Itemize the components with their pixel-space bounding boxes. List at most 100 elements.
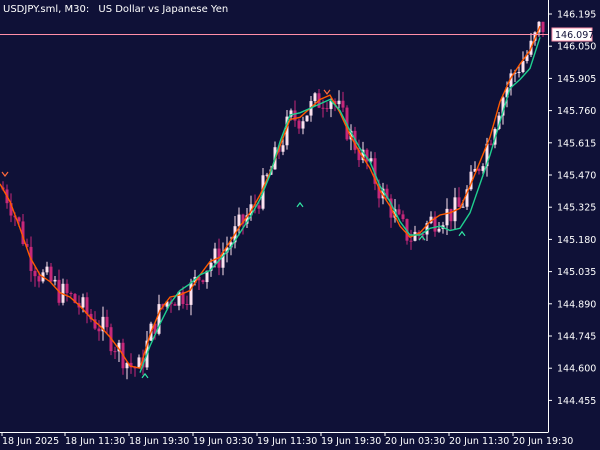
price-tick-label: 145.905	[557, 74, 596, 85]
time-tick-label: 18 Jun 2025	[2, 436, 59, 447]
candle-body	[93, 319, 97, 329]
candle-body	[497, 115, 501, 129]
candle-body	[113, 351, 117, 353]
symbol-title: USDJPY.sml, M30:	[3, 4, 89, 15]
candle-body	[397, 209, 401, 215]
time-tick-label: 18 Jun 19:30	[129, 436, 189, 447]
candle-body	[453, 197, 457, 222]
candle-body	[377, 183, 381, 199]
price-tick-label: 145.760	[557, 106, 596, 117]
candle-body	[433, 216, 437, 232]
candle-body	[429, 216, 433, 224]
signal-low-marker	[296, 201, 304, 208]
candle-body	[73, 293, 77, 303]
current-price-tag-box	[551, 27, 593, 42]
candle-body	[25, 244, 29, 247]
signal-high-marker	[1, 171, 9, 177]
candle-body	[525, 54, 529, 62]
candle-body	[285, 116, 289, 146]
candle-body	[125, 362, 129, 369]
candle-body	[137, 357, 141, 368]
candle-body	[281, 145, 285, 152]
candle-body	[21, 221, 25, 245]
candle-body	[117, 342, 121, 352]
candle-body	[469, 171, 473, 190]
candle-body	[437, 228, 441, 232]
candle-body	[505, 87, 509, 98]
candle-body	[473, 169, 477, 172]
candle-body	[185, 304, 189, 306]
candle-body	[157, 304, 161, 334]
candle-body	[385, 188, 389, 199]
candle-body	[81, 297, 85, 308]
candle-body	[341, 100, 345, 108]
candle-body	[153, 323, 157, 334]
candle-body	[189, 282, 193, 305]
symbol-description: US Dollar vs Japanese Yen	[98, 4, 228, 15]
candle-body	[401, 214, 405, 220]
time-tick-label: 18 Jun 11:30	[65, 436, 125, 447]
candle-body	[37, 276, 41, 282]
candle-body	[393, 209, 397, 218]
candle-body	[289, 110, 293, 117]
candle-body	[177, 291, 181, 306]
signals-layer	[1, 89, 466, 379]
candle-body	[141, 357, 145, 368]
candle-body	[9, 203, 13, 216]
candle-body	[449, 208, 453, 222]
candle-body	[357, 149, 361, 161]
candle-body	[197, 276, 201, 281]
candle-body	[213, 248, 217, 263]
candle-body	[409, 240, 413, 242]
signal-high-marker	[323, 89, 331, 95]
candle-body	[209, 262, 213, 271]
candle-body	[465, 189, 469, 207]
price-tick-label: 146.195	[557, 10, 596, 21]
candle-body	[45, 266, 49, 273]
candle-body	[373, 158, 377, 184]
candle-body	[485, 143, 489, 167]
price-axis: 146.195 146.050 145.905 145.760 145.615 145.4…	[548, 10, 596, 407]
time-tick-label: 20 Jun 19:30	[513, 436, 573, 447]
time-axis: 18 Jun 2025 18 Jun 11:30 18 Jun 19:30 19 Ju…	[1, 432, 573, 447]
candle-body	[265, 174, 269, 176]
candle-body	[33, 270, 37, 277]
current-price-tag[interactable]: 146.097	[551, 27, 594, 42]
candle-body	[293, 110, 297, 121]
candle-body	[105, 316, 109, 328]
candle-body	[241, 214, 245, 224]
candle-body	[205, 270, 209, 283]
candle-body	[325, 108, 329, 110]
candle-body	[445, 208, 449, 226]
candle-body	[509, 73, 513, 88]
candle-body	[481, 166, 485, 171]
candle-body	[165, 301, 169, 307]
candle-body	[501, 97, 505, 116]
candle-body	[69, 293, 73, 295]
candle-body	[313, 93, 317, 102]
candle-body	[301, 121, 305, 129]
candle-body	[421, 234, 425, 236]
candle-body	[489, 143, 493, 145]
current-price-tag-label: 146.097	[555, 30, 594, 41]
candle-body	[221, 252, 225, 268]
candle-body	[53, 279, 57, 282]
price-tick-label: 145.325	[557, 203, 596, 214]
candle-body	[457, 197, 461, 207]
price-tick-label: 145.615	[557, 138, 596, 149]
candle-body	[369, 158, 373, 162]
chart-title: USDJPY.sml, M30: US Dollar vs Japanese Y…	[3, 4, 228, 15]
time-tick-label: 19 Jun 03:30	[193, 436, 253, 447]
candle-body	[541, 21, 545, 32]
time-tick-label: 20 Jun 11:30	[449, 436, 509, 447]
price-tick-label: 144.455	[557, 396, 596, 407]
price-tick-label: 145.470	[557, 171, 596, 182]
candle-body	[89, 313, 93, 320]
candle-body	[257, 205, 261, 209]
candle-body	[85, 297, 89, 314]
candle-body	[461, 206, 465, 208]
signal-low-marker	[458, 230, 466, 237]
candle-body	[329, 100, 333, 109]
